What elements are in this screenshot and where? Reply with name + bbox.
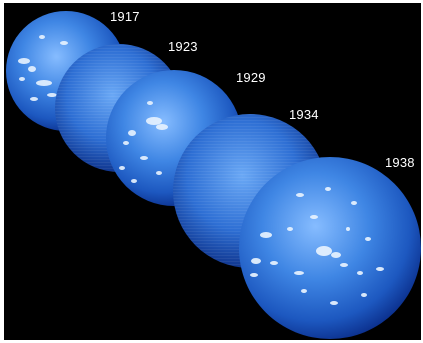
year-label-1929: 1929 xyxy=(236,70,266,85)
year-label-1923: 1923 xyxy=(168,39,198,54)
solar-disk-sequence: 1917 1923 1929 1934 1938 xyxy=(4,3,421,340)
solar-disks-graphic xyxy=(6,11,421,339)
year-label-1917: 1917 xyxy=(110,9,140,24)
sun-1938 xyxy=(239,157,421,339)
year-label-1934: 1934 xyxy=(289,107,319,122)
year-label-1938: 1938 xyxy=(385,155,415,170)
